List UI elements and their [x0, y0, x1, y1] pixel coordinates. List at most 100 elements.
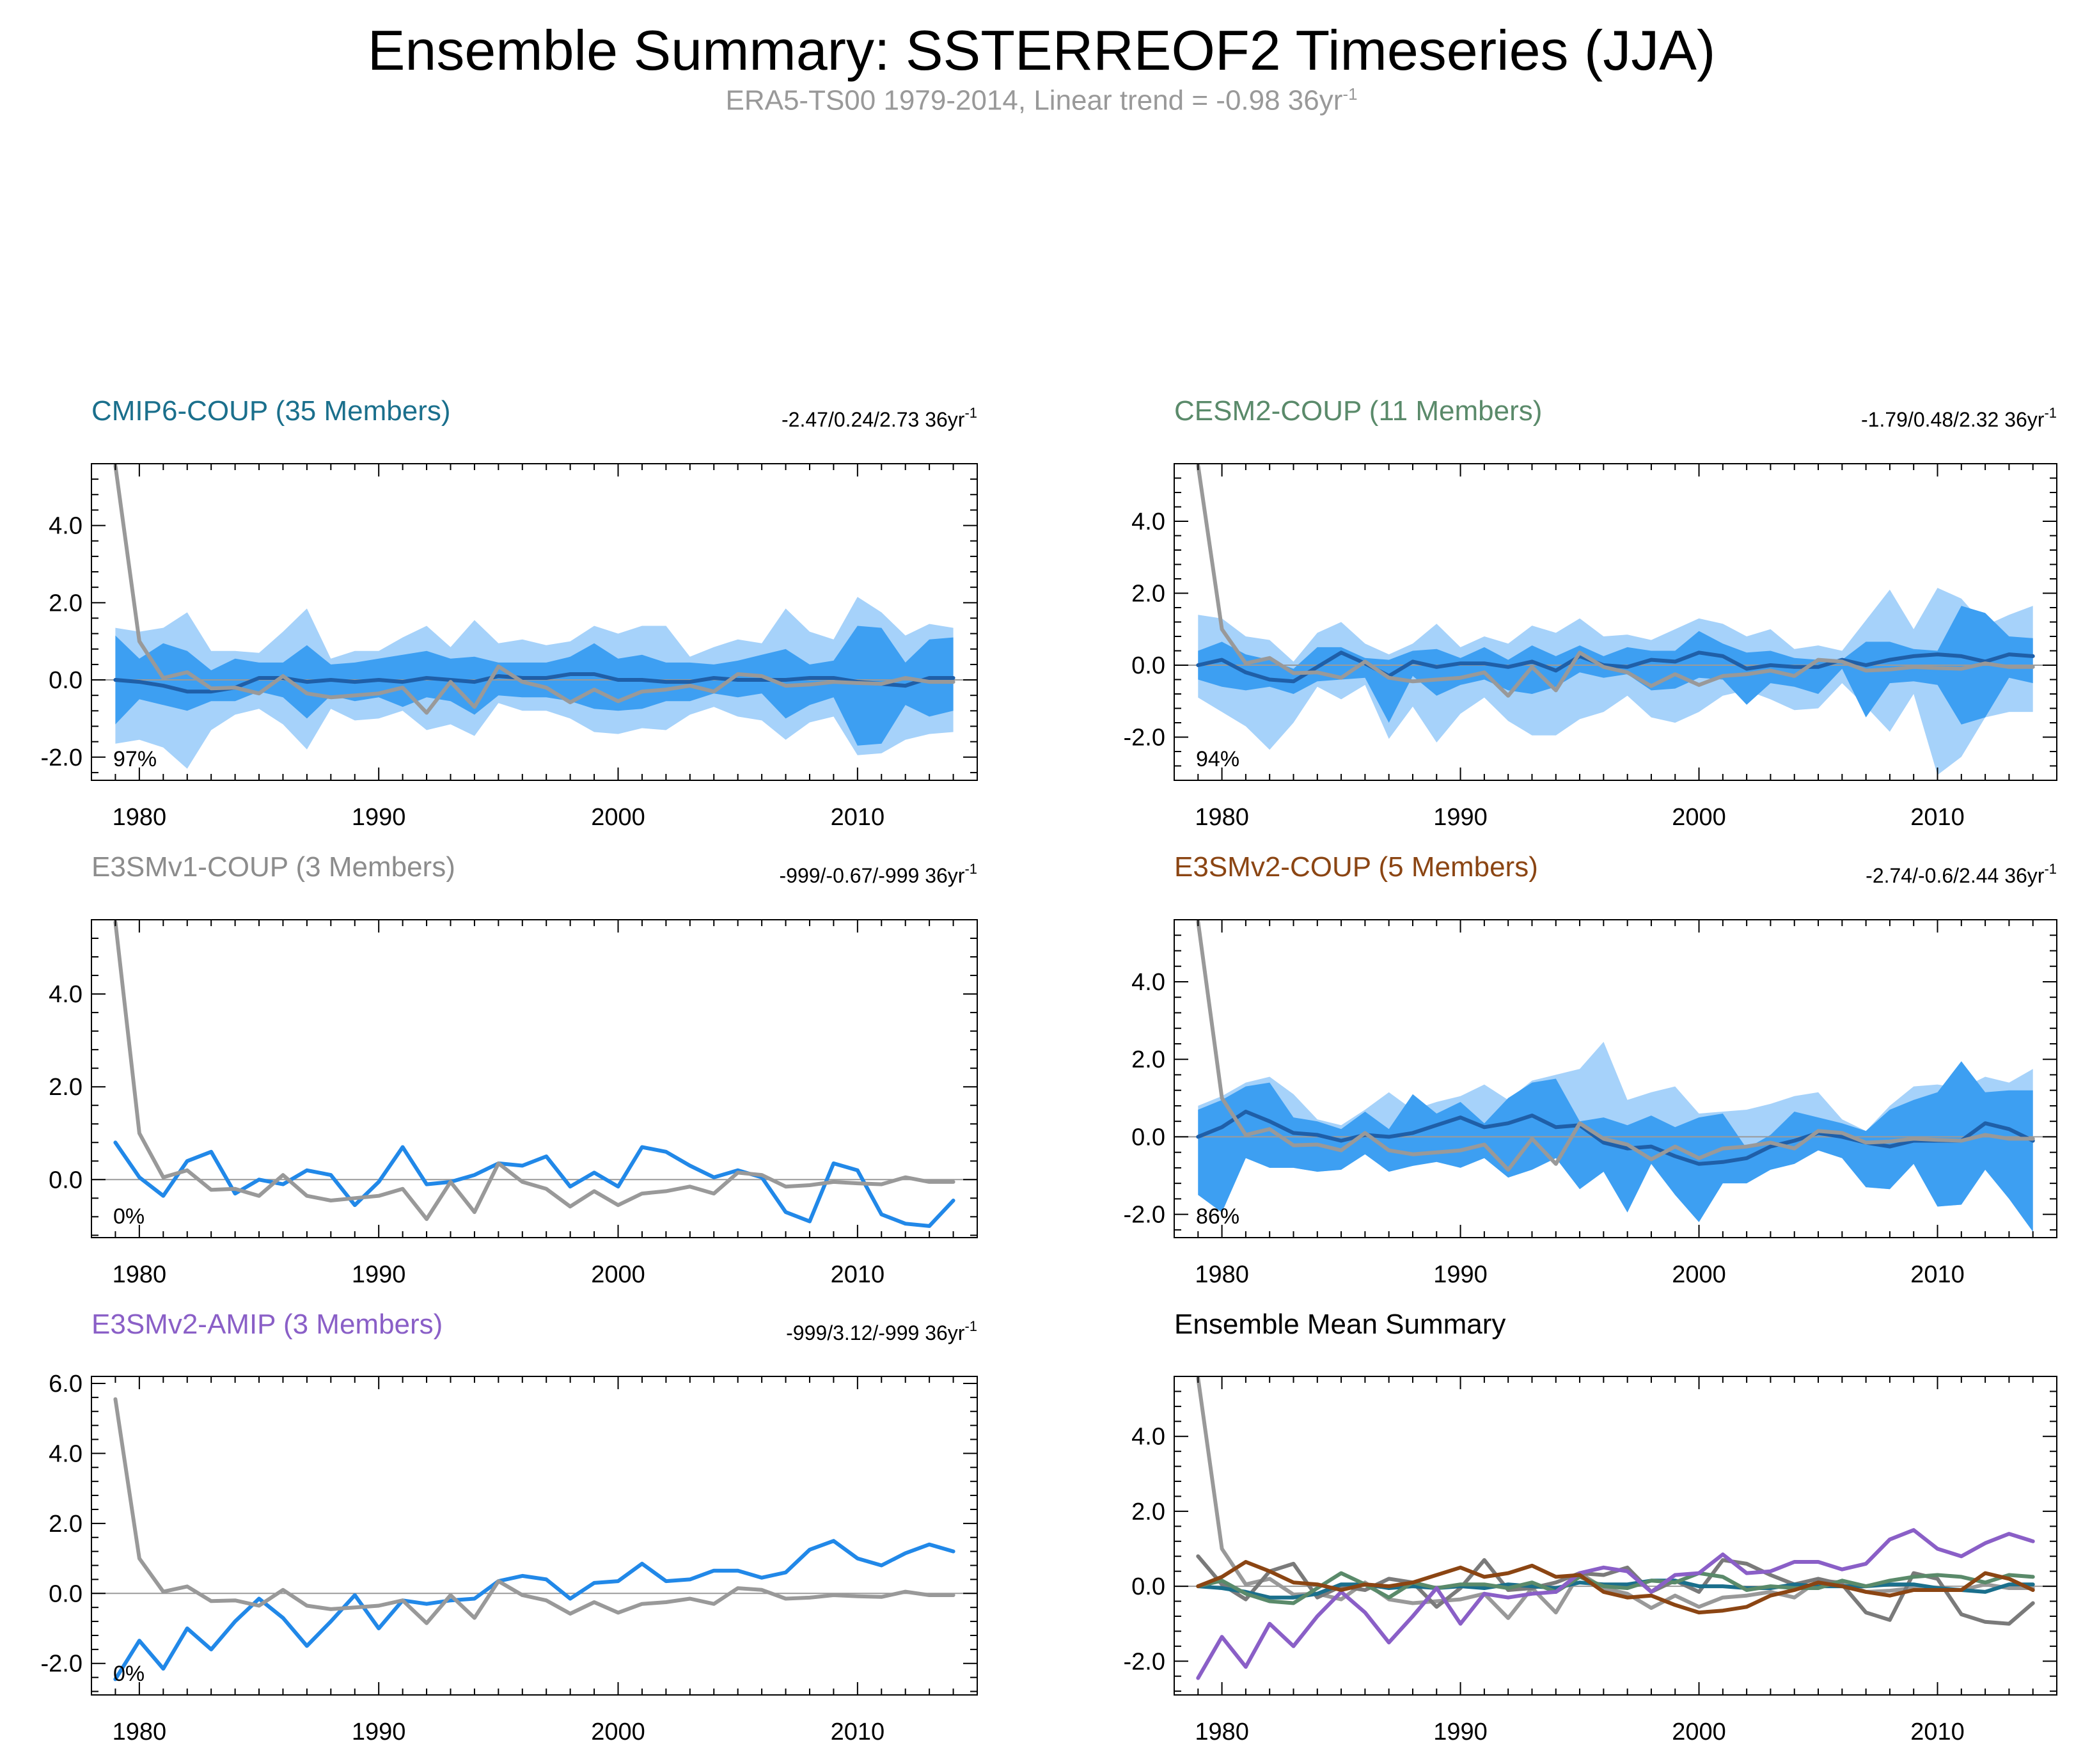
x-tick-label: 2010: [831, 1719, 885, 1745]
figure-title: Ensemble Summary: SSTERREOF2 Timeseries …: [367, 19, 1716, 82]
percent-label-cmip6: 97%: [113, 747, 157, 771]
panel-cmip6: 1980 1990 2000 2010 -2.0 0.0 2.0 4.0 CMIP6-COUP …: [41, 395, 978, 831]
panel-title-cmip6: CMIP6-COUP (35 Members): [91, 395, 451, 427]
x-tick-label: 2000: [1672, 1261, 1726, 1288]
plot-area-e3smv1: [91, 920, 977, 1228]
series-line-e3smv2-amip: [1196, 1528, 2035, 1680]
figure-subtitle: ERA5-TS00 1979-2014, Linear trend = -0.9…: [0, 84, 2083, 117]
y-tick-label: -2.0: [1124, 1202, 1165, 1229]
trend-label-e3smv2_amip: -999/3.12/-999 36yr-1: [786, 1318, 977, 1344]
x-tick-label: 2000: [1672, 1719, 1726, 1745]
y-tick-label: 4.0: [49, 1440, 83, 1467]
panel-e3smv1: 1980 1990 2000 2010 0.0 2.0 4.0 E3SMv1-COUP (3 …: [49, 851, 978, 1288]
ensemble-mean-line-e3smv2_coup: [1196, 1110, 2035, 1166]
ensemble-mean-line-cmip6: [113, 672, 955, 694]
percent-label-cesm2: 94%: [1196, 747, 1239, 771]
x-tick-label: 1990: [352, 804, 406, 831]
obs-line-e3smv2_coup: [1196, 920, 2035, 1172]
x-tick-label: 1990: [1433, 1261, 1488, 1288]
panel-ensemble_mean: 1980 1990 2000 2010 -2.0 0.0 2.0 4.0 Ensemble Me…: [1124, 1309, 2057, 1745]
x-tick-label: 2000: [591, 1261, 645, 1288]
ensemble-mean-line-cesm2: [1196, 650, 2035, 684]
panel-cesm2: 1980 1990 2000 2010 -2.0 0.0 2.0 4.0 CESM2-COUP …: [1124, 395, 2057, 831]
obs-line-e3smv2_amip: [113, 1397, 955, 1625]
panel-title-e3smv1: E3SMv1-COUP (3 Members): [91, 851, 455, 883]
x-tick-label: 1990: [1433, 804, 1488, 831]
x-tick-label: 2010: [831, 1261, 885, 1288]
x-tick-label: 1980: [113, 804, 167, 831]
member-line-e3smv1: [113, 1140, 955, 1228]
obs-line-cmip6: [113, 464, 955, 715]
panel-title-ensemble_mean: Ensemble Mean Summary: [1174, 1309, 1505, 1340]
y-tick-label: 2.0: [49, 1074, 83, 1101]
member-line-e3smv2_amip: [113, 1539, 955, 1681]
plot-area-ensemble_mean: [1174, 1376, 2057, 1680]
panel-e3smv2_coup: 1980 1990 2000 2010 -2.0 0.0 2.0 4.0 E3SMv2-COUP…: [1124, 851, 2057, 1288]
plot-frame-ensemble_mean: [1174, 1376, 2057, 1696]
subtitle-text: ERA5-TS00 1979-2014, Linear trend = -0.9…: [725, 84, 1343, 116]
plot-area-cmip6: [91, 464, 977, 769]
plot-frame-e3smv2_coup: [1174, 919, 2057, 1238]
y-tick-label: 4.0: [1131, 508, 1165, 535]
plot-frame-e3smv2_amip: [91, 1376, 978, 1696]
y-tick-label: 0.0: [49, 667, 83, 694]
trend-label-cesm2: -1.79/0.48/2.32 36yr-1: [1861, 405, 2057, 431]
x-tick-label: 2000: [591, 1719, 645, 1745]
y-tick-label: 2.0: [1131, 1499, 1165, 1525]
y-tick-label: -2.0: [41, 1651, 83, 1678]
y-tick-label: 4.0: [1131, 1424, 1165, 1451]
panel-e3smv2_amip: 1980 1990 2000 2010 -2.0 0.0 2.0 4.0 6.0 E3SMv2-A…: [41, 1309, 978, 1745]
y-tick-label: 2.0: [49, 590, 83, 617]
x-tick-label: 1990: [352, 1719, 406, 1745]
series-line-cesm2-coup: [1196, 1571, 2035, 1605]
plot-area-e3smv2_amip: [91, 1397, 977, 1681]
percent-label-e3smv2_coup: 86%: [1196, 1204, 1239, 1229]
y-tick-label: 6.0: [49, 1371, 83, 1398]
subtitle-sup: -1: [1342, 84, 1358, 104]
plot-area-cesm2: [1174, 464, 2057, 775]
x-tick-label: 2010: [1910, 1261, 1965, 1288]
y-tick-label: -2.0: [41, 744, 83, 771]
x-tick-label: 2000: [591, 804, 645, 831]
x-tick-label: 1980: [1195, 1261, 1249, 1288]
x-tick-label: 2010: [1910, 1719, 1965, 1745]
y-tick-label: 4.0: [49, 513, 83, 540]
trend-label-e3smv1: -999/-0.67/-999 36yr-1: [779, 861, 977, 887]
x-tick-label: 2010: [1910, 804, 1965, 831]
y-tick-label: 2.0: [1131, 1046, 1165, 1073]
trend-label-e3smv2_coup: -2.74/-0.6/2.44 36yr-1: [1866, 861, 2057, 887]
y-tick-label: 4.0: [1131, 969, 1165, 996]
x-tick-label: 2010: [831, 804, 885, 831]
x-tick-label: 1980: [113, 1719, 167, 1745]
x-tick-label: 1990: [352, 1261, 406, 1288]
y-tick-label: 0.0: [1131, 652, 1165, 679]
plot-area-e3smv2_coup: [1174, 920, 2057, 1232]
y-tick-label: 0.0: [49, 1580, 83, 1607]
x-tick-label: 1980: [1195, 804, 1249, 831]
series-line-e3smv2-coup: [1196, 1560, 2035, 1615]
y-tick-label: 0.0: [1131, 1124, 1165, 1151]
y-tick-label: -2.0: [1124, 1648, 1165, 1675]
panel-title-e3smv2_amip: E3SMv2-AMIP (3 Members): [91, 1309, 443, 1340]
y-tick-label: 2.0: [49, 1511, 83, 1538]
band-outer-cesm2: [1198, 588, 2033, 775]
trend-label-cmip6: -2.47/0.24/2.73 36yr-1: [782, 405, 977, 431]
y-tick-label: 4.0: [49, 981, 83, 1008]
obs-line-cesm2: [1196, 464, 2035, 698]
series-line-cmip6-coup: [1196, 1579, 2035, 1600]
y-tick-label: -2.0: [1124, 725, 1165, 752]
x-tick-label: 1980: [1195, 1719, 1249, 1745]
panel-title-e3smv2_coup: E3SMv2-COUP (5 Members): [1174, 851, 1538, 883]
y-tick-label: 2.0: [1131, 581, 1165, 608]
x-tick-label: 2000: [1672, 804, 1726, 831]
y-tick-label: 0.0: [49, 1167, 83, 1193]
x-tick-label: 1980: [113, 1261, 167, 1288]
y-tick-label: 0.0: [1131, 1573, 1165, 1600]
obs-line-e3smv1: [113, 920, 955, 1221]
plot-frame-cmip6: [91, 463, 978, 781]
plot-frame-e3smv1: [91, 919, 978, 1238]
panel-title-cesm2: CESM2-COUP (11 Members): [1174, 395, 1542, 427]
percent-label-e3smv1: 0%: [113, 1204, 145, 1229]
percent-label-e3smv2_amip: 0%: [113, 1662, 145, 1686]
